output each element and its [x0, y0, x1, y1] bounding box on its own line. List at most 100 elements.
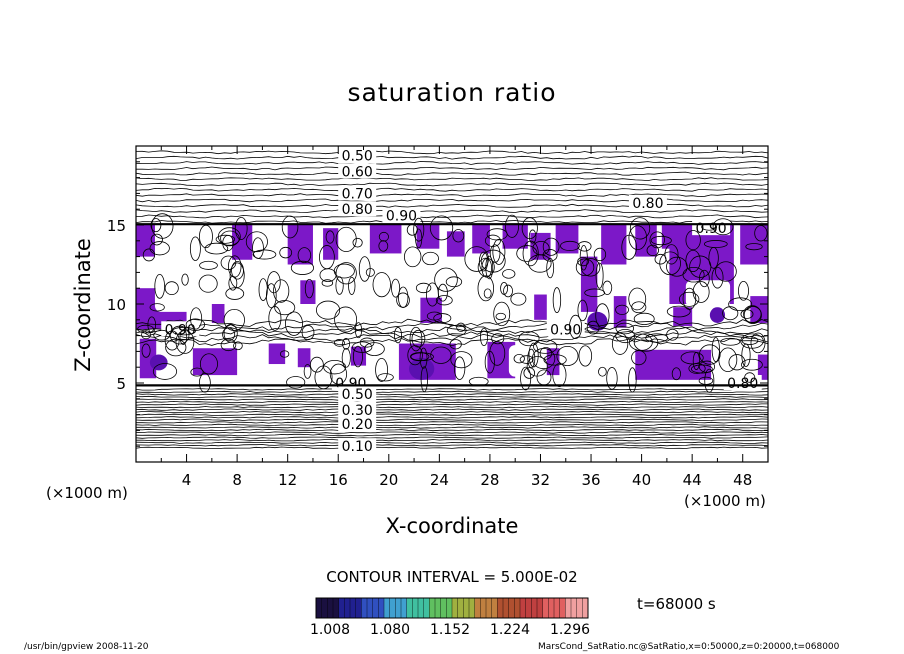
colorbar-cell: [378, 598, 385, 618]
colorbar-cell: [531, 598, 538, 618]
contour-cell: [378, 231, 389, 242]
y-tick-label: 5: [116, 375, 126, 393]
supersaturation-region: [323, 228, 339, 260]
footer-right: MarsCond_SatRatio.nc@SatRatio,x=0:50000,…: [538, 642, 840, 652]
contour-cell: [546, 257, 555, 279]
contour-cell: [569, 314, 583, 340]
contour-cell: [478, 251, 489, 272]
contour-cell: [484, 234, 501, 247]
contour-cell: [252, 249, 277, 260]
colorbar-tick-label: 1.080: [370, 622, 410, 638]
contour-cell: [153, 329, 171, 341]
contour-cell: [510, 292, 527, 306]
contour-label-bg: [338, 438, 377, 454]
contour-label-bg: [338, 201, 377, 217]
time-label: t=68000 s: [637, 595, 716, 613]
contour-cell: [728, 354, 746, 371]
contour-cell: [363, 342, 385, 356]
contour-cell: [575, 258, 595, 277]
contour-cell: [151, 213, 174, 239]
x-tick-label: 40: [632, 471, 651, 489]
contour-cell: [533, 339, 558, 354]
contour-cell: [666, 328, 679, 341]
contour-cell: [595, 303, 610, 329]
contour-cell: [692, 281, 710, 303]
contour-cell: [391, 278, 401, 298]
contour-line: [136, 177, 768, 182]
contour-cell: [503, 284, 513, 298]
contour-cell: [704, 368, 715, 393]
contour-cell: [415, 282, 432, 294]
contour-cell: [335, 226, 357, 252]
colorbar-cell: [321, 598, 328, 618]
contour-cell: [720, 337, 741, 346]
contour-line: [136, 446, 768, 450]
contour-cell: [606, 367, 618, 390]
contour-cell: [334, 306, 358, 333]
contour-cell: [659, 251, 681, 276]
x-tick-label: 44: [683, 471, 702, 489]
supersaturation-region: [534, 294, 547, 320]
contour-cell: [560, 240, 580, 251]
colorbar-cell: [384, 598, 390, 618]
contour-label-bg: [628, 194, 667, 210]
contour-cell: [223, 324, 238, 343]
contour-line: [136, 214, 768, 219]
colorbar-cell: [395, 598, 402, 618]
colorbar-cell: [497, 598, 504, 618]
contour-cell: [502, 269, 516, 279]
contour-cell: [348, 276, 356, 295]
contour-cell: [154, 274, 165, 299]
contour-cell: [286, 376, 306, 389]
contour-label-bg: [338, 147, 377, 163]
contour-cell: [430, 346, 452, 364]
contour-cell: [489, 341, 506, 366]
contour-line: [136, 187, 768, 192]
colorbar-cell: [514, 598, 521, 618]
contour-line: [136, 433, 768, 437]
x-tick-label: 36: [581, 471, 600, 489]
contour-cell: [484, 350, 495, 374]
contour-cell: [577, 256, 589, 267]
contour-cell: [523, 367, 536, 379]
supersaturation-region: [300, 280, 316, 304]
contour-cell: [310, 356, 324, 373]
contour-cell: [258, 278, 268, 301]
contour-cell: [505, 214, 519, 238]
contour-cell: [671, 367, 681, 381]
contour-cell: [352, 345, 363, 368]
contour-cell: [542, 237, 560, 256]
contour-cell: [750, 332, 766, 354]
contour-label-bg: [338, 416, 377, 432]
contour-line: [136, 398, 768, 401]
contour-label: 0.80: [342, 202, 373, 218]
colorbar-frame: [315, 597, 589, 619]
contour-line: [136, 150, 768, 155]
colorbar-cell: [401, 598, 407, 618]
contour-cell: [615, 328, 636, 344]
contour-line: [136, 193, 768, 198]
contour-cell: [279, 246, 293, 259]
contour-cell: [199, 260, 218, 270]
contour-line: [136, 209, 768, 214]
contour-cell: [685, 230, 701, 251]
contour-line: [136, 431, 768, 434]
contour-cell: [375, 357, 389, 382]
colorbar-cell: [474, 598, 481, 618]
supersaturation-region: [740, 225, 768, 265]
contour-cell: [396, 292, 410, 308]
supersaturation-region: [369, 225, 402, 254]
contour-cell: [745, 243, 763, 251]
contour-cell: [611, 332, 629, 355]
contour-cell: [437, 283, 448, 302]
colorbar-cell: [508, 598, 515, 618]
contour-cell: [234, 216, 248, 240]
contour-cell: [577, 241, 592, 252]
supersaturation-region: [287, 225, 313, 265]
contour-cell: [615, 322, 635, 335]
contour-cell: [220, 230, 240, 247]
contour-cell: [372, 272, 391, 298]
contour-cell: [342, 338, 351, 350]
contour-cell: [479, 327, 489, 347]
